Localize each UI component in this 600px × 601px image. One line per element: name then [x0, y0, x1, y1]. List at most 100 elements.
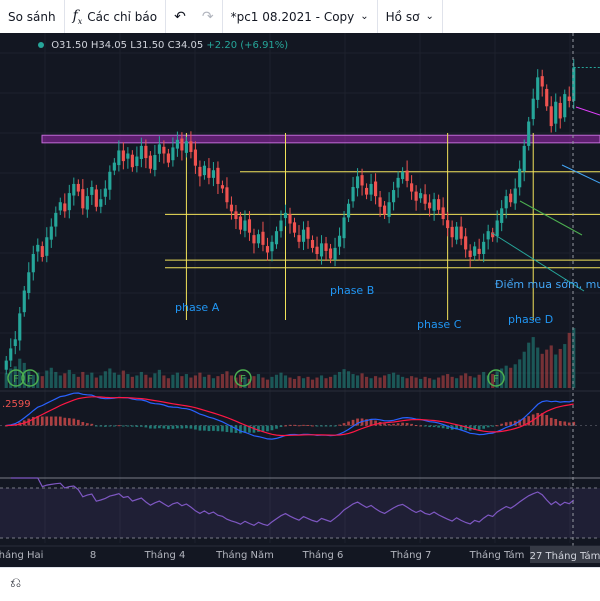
- candle-body: [373, 181, 378, 197]
- macd-histogram-bar: [76, 419, 80, 426]
- volume-bar: [563, 344, 567, 388]
- candle-body: [270, 241, 274, 252]
- ohlc-close: C34.05: [167, 40, 204, 51]
- candle-body: [180, 138, 184, 151]
- candle-body: [117, 150, 121, 166]
- undo-button[interactable]: ↶: [166, 0, 194, 33]
- macd-histogram-bar: [99, 425, 103, 427]
- volume-bar: [558, 348, 562, 388]
- volume-bar: [419, 378, 423, 388]
- candle-body: [324, 243, 328, 251]
- volume-bar: [364, 376, 369, 388]
- candle-body: [360, 175, 364, 186]
- macd-histogram-bar: [473, 425, 477, 431]
- candle-body: [315, 246, 319, 254]
- macd-histogram-bar: [158, 425, 161, 429]
- volume-bar: [198, 372, 202, 388]
- macd-histogram-bar: [230, 425, 233, 433]
- volume-bar: [288, 377, 292, 388]
- macd-histogram-bar: [464, 425, 468, 431]
- volume-bar: [274, 374, 279, 388]
- profile-label: Hồ sơ: [385, 9, 420, 24]
- macd-histogram-bar: [31, 416, 35, 426]
- volume-bar: [4, 373, 8, 388]
- macd-histogram-bar: [396, 423, 400, 426]
- volume-bar: [256, 374, 261, 388]
- macd-histogram-bar: [297, 425, 301, 427]
- volume-bar: [414, 377, 418, 388]
- candle-body: [189, 141, 193, 152]
- macd-histogram-bar: [117, 425, 121, 427]
- chart-area[interactable]: phase A phase B phase C phase D Điểm mua sớm…: [0, 33, 600, 567]
- time-axis-label: Tháng 6: [302, 549, 344, 561]
- macd-histogram-bar: [486, 425, 490, 428]
- macd-histogram-bar: [558, 421, 562, 426]
- annotation-label: phase B: [330, 284, 374, 297]
- candle-body: [450, 226, 454, 238]
- macd-histogram-bar: [36, 415, 40, 426]
- candle-body: [288, 214, 292, 224]
- volume-bar: [211, 378, 216, 388]
- macd-histogram-bar: [248, 425, 251, 433]
- annotation-arrow: [575, 106, 600, 116]
- macd-histogram-bar: [112, 425, 116, 427]
- toolbar-separator: [441, 0, 443, 33]
- redo-button[interactable]: ↷: [194, 0, 222, 33]
- macd-histogram-bar: [405, 423, 409, 426]
- macd-histogram-bar: [40, 416, 44, 426]
- candle-body: [554, 101, 558, 124]
- fx-icon: fx: [72, 7, 83, 26]
- annotation-arrow: [561, 164, 600, 184]
- macd-histogram-bar: [257, 425, 260, 432]
- volume-bar: [369, 378, 373, 388]
- volume-bar: [121, 370, 125, 388]
- macd-histogram-bar: [67, 418, 71, 426]
- candle-body: [153, 155, 157, 170]
- candle-body: [144, 145, 148, 159]
- volume-bar: [540, 353, 544, 388]
- profile-menu-button[interactable]: Hồ sơ ⌄: [378, 0, 442, 33]
- candle-body: [328, 248, 333, 259]
- candle-body: [355, 176, 360, 189]
- compare-button[interactable]: So sánh: [0, 0, 64, 33]
- candle-body: [387, 202, 391, 217]
- indicators-button[interactable]: fx Các chỉ báo: [65, 0, 166, 33]
- candle-body: [252, 235, 256, 244]
- volume-bar: [522, 351, 526, 388]
- macd-histogram-bar: [270, 425, 274, 431]
- volume-bar: [193, 375, 197, 388]
- macd-histogram-bar: [243, 425, 247, 433]
- candle-body: [261, 231, 265, 245]
- candle-body: [446, 220, 450, 229]
- candle-body: [432, 199, 436, 211]
- gear-dot-icon: [38, 42, 44, 48]
- volume-bar: [220, 374, 225, 388]
- macd-histogram-bar: [432, 425, 436, 428]
- candle-body: [473, 246, 477, 256]
- macd-histogram-bar: [293, 424, 296, 426]
- volume-bar: [139, 371, 143, 388]
- macd-histogram-bar: [392, 423, 395, 426]
- layout-menu-button[interactable]: *pc1 08.2021 - Copy ⌄: [223, 0, 377, 33]
- chart-canvas[interactable]: phase A phase B phase C phase D Điểm mua sớm…: [0, 33, 600, 567]
- volume-bar: [117, 374, 121, 388]
- candle-body: [522, 145, 526, 172]
- replay-icon[interactable]: ⎌: [10, 575, 22, 591]
- macd-histogram-bar: [284, 425, 287, 427]
- f-marker-label: F: [240, 374, 246, 385]
- candle-body: [333, 247, 337, 260]
- candle-body: [428, 202, 432, 209]
- volume-bar: [545, 349, 549, 388]
- candle-body: [238, 216, 243, 230]
- volume-bar: [63, 373, 67, 388]
- candle-body: [63, 203, 67, 212]
- macd-histogram-bar: [495, 425, 499, 427]
- macd-histogram-bar: [491, 425, 495, 427]
- macd-histogram-bar: [365, 419, 368, 426]
- candle-body: [482, 241, 486, 254]
- candle-body: [256, 234, 261, 244]
- volume-bar: [279, 372, 283, 388]
- candle-body: [306, 227, 310, 239]
- candle-body: [243, 220, 247, 231]
- candle-body: [9, 348, 13, 361]
